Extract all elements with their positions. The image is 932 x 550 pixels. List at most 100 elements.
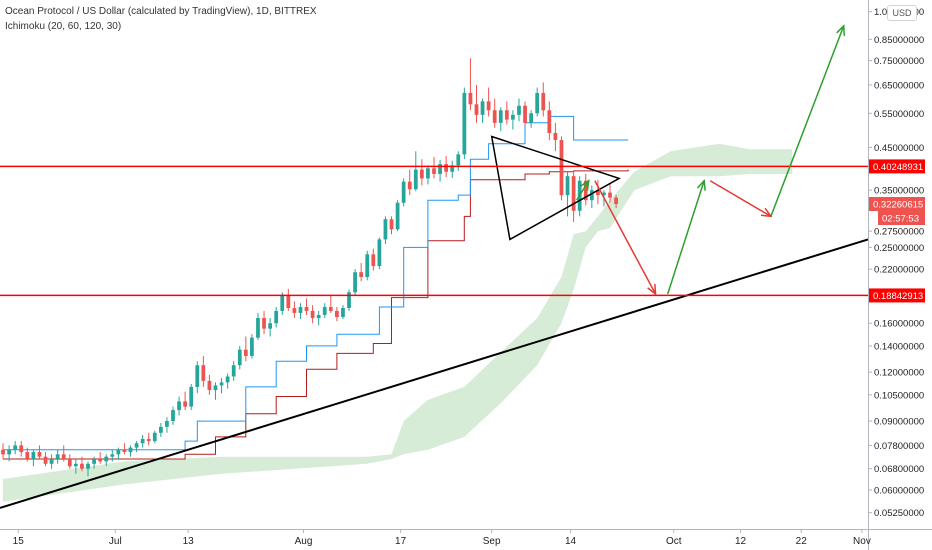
projection-arrow-line [666,180,705,295]
candle-body [225,376,230,383]
candle-body [438,164,442,174]
candle-body [304,307,309,311]
candle-body [565,176,570,196]
x-tick-label: 13 [183,536,195,547]
time-axis-panel [0,529,868,550]
candle-body [547,110,552,133]
candle-body [49,459,54,464]
candle-body [19,445,24,453]
candle-body [25,452,30,460]
last-price-label: 0.32260615 [873,200,923,211]
projection-arrow-line [709,180,772,218]
candle-body [274,310,279,324]
x-tick-label: 14 [565,536,577,547]
candle-body [328,307,333,311]
candle-body [353,272,357,293]
candle-body [128,447,133,453]
candle-body [158,426,163,433]
y-tick-label: 0.09000000 [874,417,924,428]
candle-body [407,181,412,190]
candle-body [104,456,109,462]
x-tick-label: Jul [109,536,122,547]
y-tick-label: 0.75000000 [874,56,924,67]
candle-body [207,380,212,391]
y-tick-label: 0.85000000 [874,35,924,46]
candle-body [256,318,260,338]
projection-arrow-head [580,179,590,191]
x-tick-label: 12 [735,536,747,547]
y-tick-label: 0.05250000 [874,508,924,519]
candle-body [602,192,606,196]
candle-body [13,445,18,450]
y-tick-label: 0.22000000 [874,265,924,276]
candle-body [529,113,534,123]
last-price-label-bg [869,197,925,212]
triangle-pattern [490,135,621,241]
candle-body [177,401,181,411]
chart-title: Ocean Protocol / US Dollar (calculated b… [5,6,317,17]
candle-body [389,219,394,230]
x-tick-label: 15 [13,536,25,547]
candle-body [73,463,78,467]
candle-body [298,307,303,313]
candle-body [61,454,66,460]
candle-body [140,438,145,444]
candle-body [80,463,84,469]
candle-body [571,176,576,211]
candle-body [31,452,36,460]
candle-body [146,438,151,442]
candle-body [432,168,436,174]
candle-body [262,318,266,329]
countdown-bg [878,211,925,226]
candle-body [486,101,491,111]
candle-body [43,456,48,464]
candle-body [67,459,72,467]
candle-body [7,449,11,455]
candle-body [98,459,103,462]
level-price-label: 0.18842913 [873,291,923,302]
support-trendline [0,238,869,509]
candle-body [237,349,242,366]
candle-body [596,190,600,196]
candle-body [189,386,194,407]
ichimoku-indicator-label: Ichimoku (20, 60, 120, 30) [5,21,122,32]
candle-body [341,308,345,317]
candle-body [608,192,612,198]
candle-body [401,181,406,203]
candle-body [559,140,564,196]
countdown-label: 02:57:53 [882,214,919,225]
ichimoku-cloud [3,143,793,502]
candle-body [110,454,115,457]
candle-body [498,110,503,123]
candle-body [365,254,370,278]
candle-body [152,432,157,442]
candle-body [462,92,467,155]
candle-body [383,219,388,240]
projection-arrow-head [836,24,846,36]
candle-body [589,190,594,201]
y-tick-label: 0.06000000 [874,486,924,497]
price-axis-panel [868,0,932,550]
candle-body [195,365,200,387]
x-tick-label: Sep [483,536,501,547]
y-tick-label: 0.14000000 [874,341,924,352]
candle-body [413,169,418,190]
candle-body [541,92,546,111]
candle-body [310,310,315,319]
candle-body [583,180,588,201]
currency-button[interactable]: USD [887,5,917,21]
y-tick-label: 0.25000000 [874,243,924,254]
candle-body [250,337,254,356]
candle-body [231,365,236,377]
candle-body [359,272,364,278]
kijun-line [3,169,629,460]
candle-body [553,132,558,141]
candle-body [286,295,291,309]
candle-body [468,92,473,105]
y-tick-label: 0.16000000 [874,319,924,330]
candle-body [1,449,5,455]
projection-arrow-line [770,25,845,217]
candle-body [347,292,351,309]
tenkan-line [3,115,629,451]
